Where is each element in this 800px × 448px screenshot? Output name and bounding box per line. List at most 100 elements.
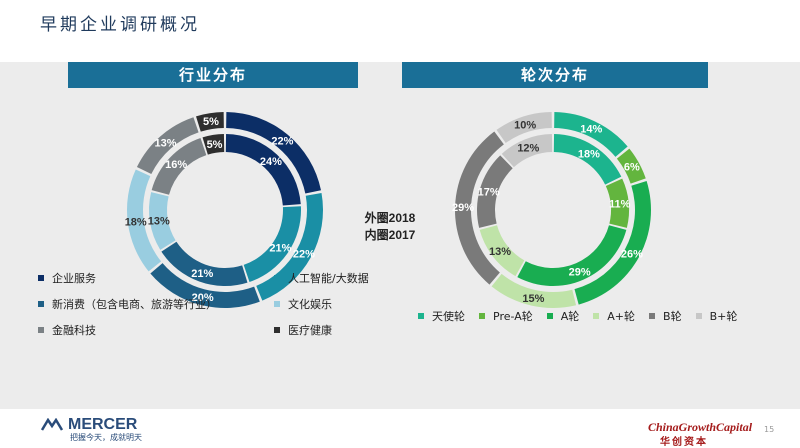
legend-swatch [593,313,600,319]
legend-swatch [274,327,280,333]
round-outer-data-label: 10% [514,119,536,131]
industry-outer-data-label: 20% [192,292,214,304]
round-panel-header: 轮次分布 [402,62,708,88]
legend-label: B+轮 [709,310,738,323]
round-inner-slice [517,225,627,286]
legend-swatch [274,275,280,281]
industry-inner-slice [149,192,176,250]
legend-label: 天使轮 [432,310,465,323]
round-legend-item: A轮 [546,308,580,324]
round-outer-data-label: 29% [452,202,474,214]
legend-swatch [38,301,44,307]
industry-inner-slice [202,134,225,155]
industry-outer-data-label: 5% [203,116,219,128]
page-number: 15 [764,425,775,434]
round-inner-slice [501,134,553,168]
title-bar: 早期企业调研概况 [0,0,800,62]
industry-inner-slice [161,241,248,286]
round-inner-data-label: 29% [569,266,591,278]
legend-swatch [546,313,553,319]
industry-outer-slice [126,169,162,272]
mercer-mark-icon [40,418,64,431]
page-title: 早期企业调研概况 [40,15,200,35]
industry-inner-data-label: 21% [191,268,213,280]
round-inner-data-label: 18% [578,148,600,160]
industry-inner-slice [243,206,301,282]
legend-label: A轮 [560,310,580,323]
legend-label: 金融科技 [52,324,96,337]
industry-inner-data-label: 21% [269,243,291,255]
legend-label: 新消费（包含电商、旅游等行业） [52,298,217,311]
round-outer-data-label: 26% [621,248,643,260]
industry-outer-data-label: 22% [293,248,315,260]
round-outer-slice [454,131,504,285]
legend-label: Pre-A轮 [493,310,533,323]
round-outer-data-label: 6% [624,162,640,174]
industry-outer-slice [136,117,199,175]
inner-ring-label: 内圈2017 [364,228,416,242]
round-inner-slice [553,134,622,185]
industry-outer-slice [256,192,323,301]
industry-legend-item: 金融科技 [38,322,96,338]
round-outer-slice [554,112,628,157]
industry-inner-slice [151,138,207,195]
legend-swatch [649,313,656,319]
round-legend-item: Pre-A轮 [479,308,533,324]
round-outer-slice [616,148,646,184]
round-outer-slice [496,112,552,143]
legend-label: 企业服务 [52,272,96,285]
industry-outer-data-label: 18% [125,216,147,228]
cgc-logo-cn: 华创资本 [660,437,708,448]
legend-label: A+轮 [607,310,636,323]
round-inner-data-label: 17% [478,186,500,198]
industry-inner-data-label: 13% [148,215,170,227]
round-legend: 天使轮 Pre-A轮 A轮 A+轮 B轮 B+轮 [418,308,751,324]
industry-outer-data-label: 22% [271,136,293,148]
industry-inner-data-label: 5% [207,139,223,151]
industry-legend-item: 医疗健康 [274,322,332,338]
mercer-wordmark: MERCER [68,416,138,433]
mercer-tagline: 把握今天，成就明天 [70,433,142,442]
cgc-logo: ChinaGrowthCapital [648,420,753,434]
round-inner-data-label: 11% [609,199,631,211]
industry-panel-header: 行业分布 [68,62,358,88]
industry-outer-data-label: 13% [154,137,176,149]
legend-swatch [695,313,702,319]
legend-swatch [38,327,44,333]
round-legend-item: 天使轮 [418,308,465,324]
round-outer-slice [574,181,651,305]
industry-legend-item: 新消费（包含电商、旅游等行业） [38,296,217,312]
round-inner-slice [605,178,629,228]
round-outer-data-label: 14% [580,124,602,136]
round-legend-item: A+轮 [593,308,635,324]
legend-label: B轮 [663,310,682,323]
industry-inner-slice [225,134,301,206]
round-outer-data-label: 15% [522,293,544,305]
outer-ring-label: 外圈2018 [364,211,416,225]
legend-swatch [274,301,280,307]
industry-legend-item: 人工智能/大数据 [274,270,369,286]
legend-swatch [418,313,424,319]
legend-label: 医疗健康 [288,324,332,337]
round-inner-data-label: 12% [517,143,539,155]
industry-inner-data-label: 16% [165,159,187,171]
round-inner-data-label: 13% [489,246,511,258]
round-outer-slice [491,273,577,308]
legend-swatch [38,275,44,281]
legend-label: 文化娱乐 [288,298,332,311]
industry-inner-data-label: 24% [260,156,282,168]
round-inner-slice [479,225,525,277]
round-legend-item: B+轮 [695,308,738,324]
round-legend-item: B轮 [649,308,682,324]
industry-legend-item: 文化娱乐 [274,296,332,312]
round-inner-slice [477,155,513,228]
industry-outer-slice [196,112,224,132]
industry-legend-item: 企业服务 [38,270,96,286]
industry-outer-slice [150,263,260,308]
legend-swatch [479,313,485,319]
legend-label: 人工智能/大数据 [288,272,369,285]
footer [0,409,800,445]
industry-outer-slice [226,112,321,194]
mercer-logo: MERCER [40,416,137,434]
